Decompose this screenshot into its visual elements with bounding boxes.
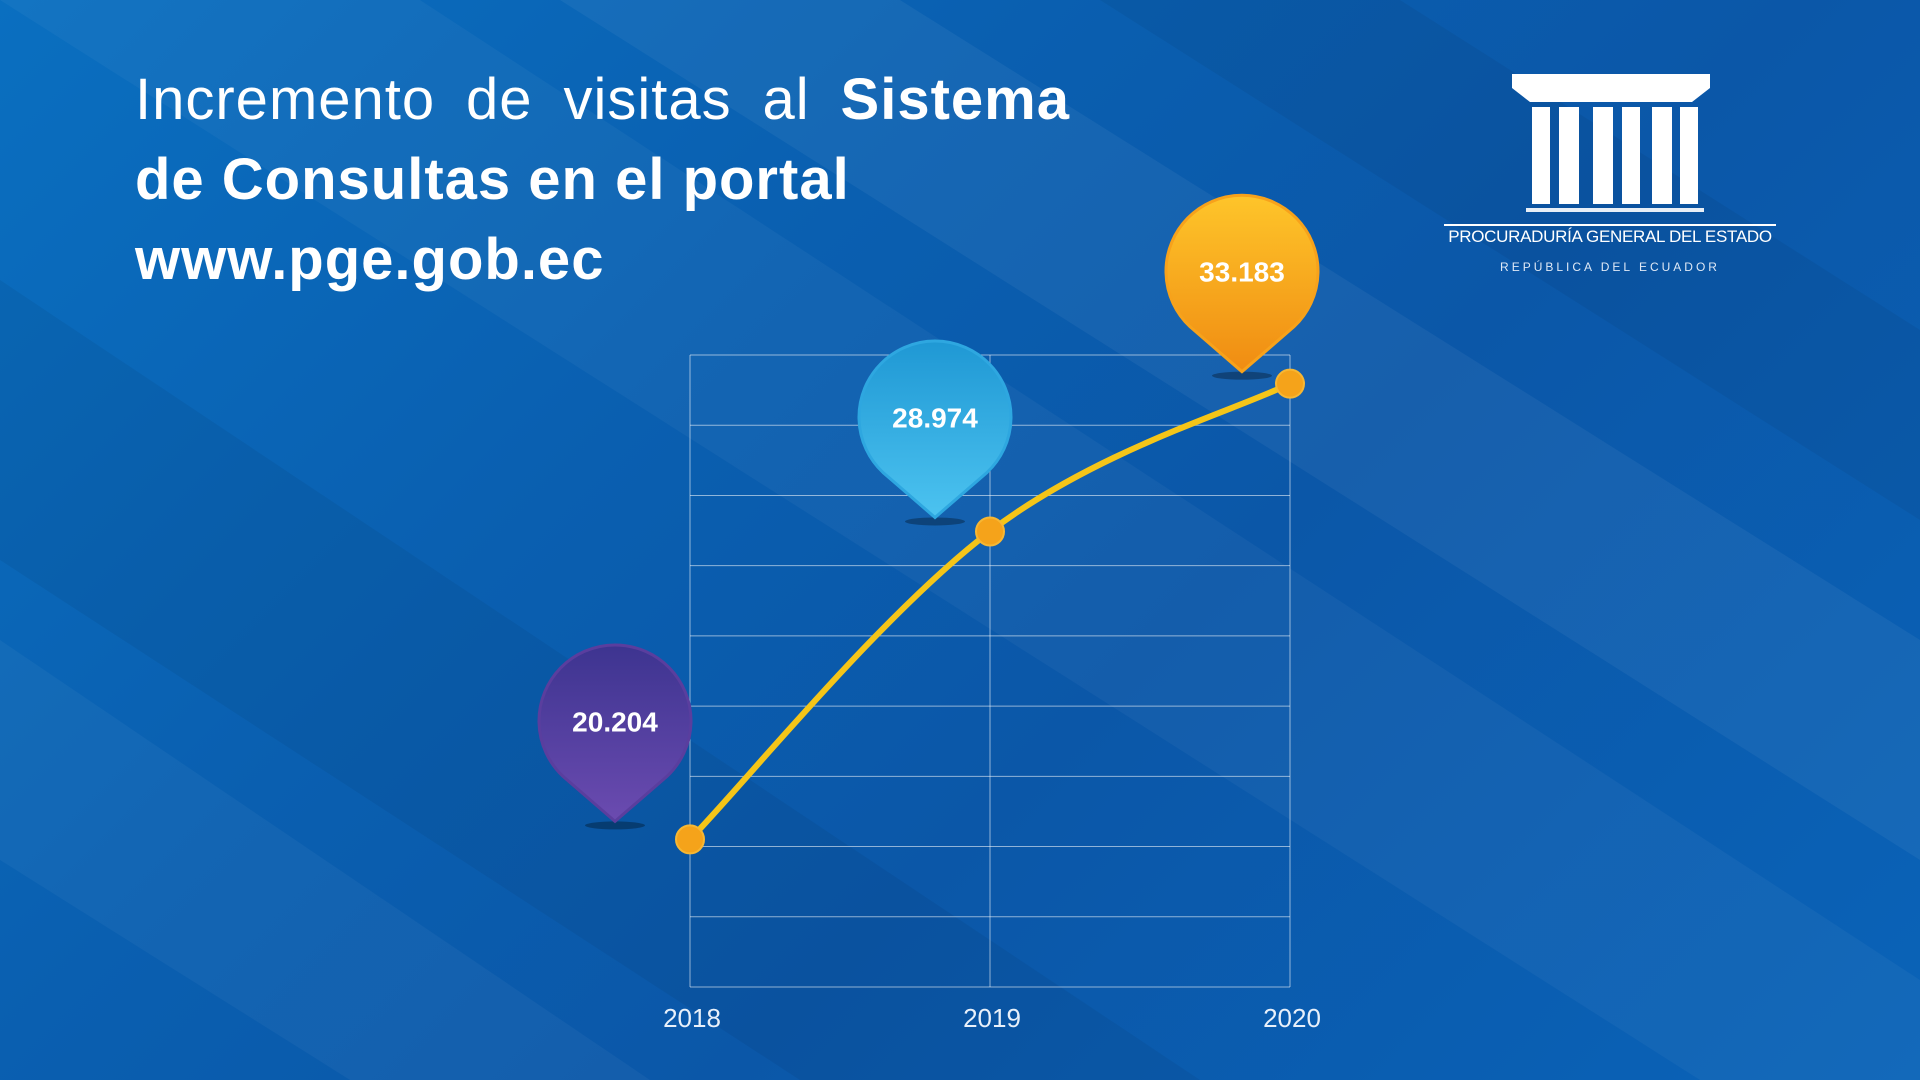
logo-org-name: PROCURADURÍA GENERAL DEL ESTADO (1448, 227, 1772, 246)
x-tick-label: 2018 (663, 1003, 721, 1033)
columns-building-icon (1512, 74, 1710, 212)
data-label: 20.204 (572, 706, 658, 737)
data-point-marker (975, 516, 1005, 547)
bubble-shape (537, 643, 693, 824)
bubble-shadow (1212, 371, 1272, 380)
chart-grid (689, 354, 1291, 988)
bubble-shape (1164, 193, 1320, 374)
data-label: 33.183 (1199, 257, 1285, 288)
title-regular-text: Incremento de visitas al (135, 67, 810, 132)
pge-logo: PROCURADURÍA GENERAL DEL ESTADO REPÚBLIC… (1440, 72, 1780, 287)
data-label: 28.974 (892, 402, 978, 433)
bubble-shadow (905, 517, 965, 526)
data-markers (675, 368, 1305, 855)
logo-divider (1444, 224, 1776, 226)
title-url-text: www.pge.gob.ec (135, 227, 605, 292)
value-bubble: 33.183 (1164, 193, 1320, 380)
data-point-marker (1275, 368, 1305, 399)
value-bubbles: 20.204 28.974 33.183 (537, 193, 1320, 830)
value-bubble: 20.204 (537, 643, 693, 830)
x-tick-label: 2019 (963, 1003, 1021, 1033)
title-bold-text: Sistema de Consultas en el portal (135, 67, 1070, 212)
value-bubble: 28.974 (857, 339, 1013, 526)
page-title: Incremento de visitas al Sistema de Cons… (135, 60, 1070, 300)
logo-country: REPÚBLICA DEL ECUADOR (1500, 260, 1720, 274)
x-tick-label: 2020 (1263, 1003, 1321, 1033)
bubble-shadow (585, 821, 645, 830)
data-point-marker (675, 824, 705, 855)
x-axis-ticks: 2018 2019 2020 (663, 1003, 1321, 1033)
bubble-shape (857, 339, 1013, 520)
